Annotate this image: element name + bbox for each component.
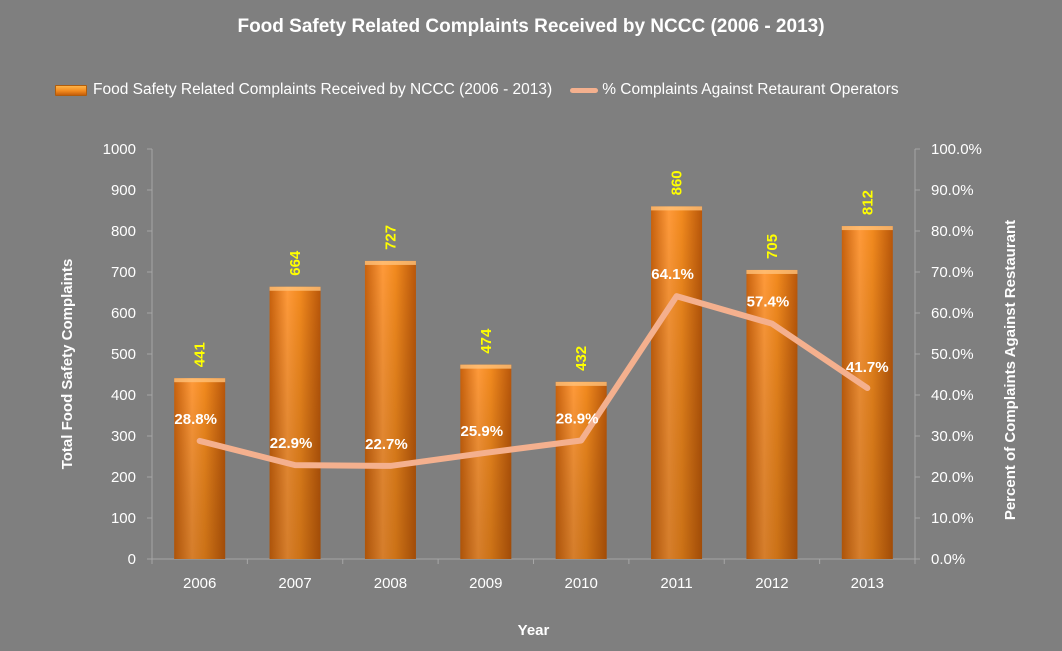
bar-top (555, 381, 607, 386)
y2-tick-label: 10.0% (931, 510, 974, 527)
bar-value-label: 432 (573, 346, 590, 371)
y2-tick-label: 80.0% (931, 223, 974, 240)
y-tick-label: 900 (111, 182, 136, 199)
y-tick-label: 700 (111, 264, 136, 281)
legend-line-label: % Complaints Against Retaurant Operators (602, 81, 899, 98)
bar-value-label: 474 (478, 328, 495, 354)
y2-tick-label: 100.0% (931, 141, 982, 158)
x-tick-label: 2012 (755, 575, 788, 592)
bar-value-label: 441 (192, 342, 209, 367)
bar-shade (651, 206, 703, 559)
bar-top (460, 364, 512, 369)
x-tick-label: 2013 (851, 575, 884, 592)
line-series (196, 293, 871, 469)
bar-shade (174, 378, 226, 559)
y2-tick-label: 20.0% (931, 469, 974, 486)
line-value-label: 25.9% (461, 423, 504, 440)
y-tick-label: 1000 (103, 141, 136, 158)
line-value-label: 22.9% (270, 435, 313, 452)
legend-bar-swatch (55, 84, 87, 96)
bar-value-label: 860 (669, 170, 686, 195)
x-tick-label: 2009 (469, 575, 502, 592)
x-tick-label: 2010 (565, 575, 598, 592)
y2-tick-label: 0.0% (931, 551, 965, 568)
y2-tick-label: 90.0% (931, 182, 974, 199)
bar-top (841, 226, 893, 231)
x-axis-title: Year (518, 622, 550, 639)
x-tick-label: 2006 (183, 575, 216, 592)
bar-value-label: 664 (287, 250, 304, 276)
bar-shade (746, 269, 798, 559)
bar-value-label: 705 (764, 234, 781, 259)
y2-tick-label: 40.0% (931, 387, 974, 404)
y-axis-title: Total Food Safety Complaints (59, 259, 76, 470)
legend: Food Safety Related Complaints Received … (55, 80, 899, 100)
x-tick-label: 2008 (374, 575, 407, 592)
y-tick-label: 0 (128, 551, 136, 568)
bar-shade (460, 364, 512, 559)
bar-top (269, 286, 321, 291)
y-tick-label: 800 (111, 223, 136, 240)
y-tick-label: 500 (111, 346, 136, 363)
bar-value-label: 727 (382, 225, 399, 250)
y-tick-label: 600 (111, 305, 136, 322)
legend-line-swatch (570, 87, 599, 93)
bar-top (364, 260, 416, 265)
y-tick-label: 300 (111, 428, 136, 445)
bar-shade (269, 286, 321, 559)
y2-tick-label: 50.0% (931, 346, 974, 363)
y-tick-label: 100 (111, 510, 136, 527)
bar-top (746, 269, 798, 274)
legend-bar-label: Food Safety Related Complaints Received … (93, 81, 553, 98)
x-tick-label: 2011 (660, 575, 692, 592)
y-tick-label: 400 (111, 387, 136, 404)
line-value-label: 28.9% (556, 411, 599, 428)
line-value-label: 41.7% (846, 359, 889, 376)
bar-shade (364, 260, 416, 559)
y2-tick-label: 30.0% (931, 428, 974, 445)
line-value-label: 64.1% (651, 266, 694, 283)
y2-tick-label: 70.0% (931, 264, 974, 281)
line-value-label: 57.4% (747, 294, 790, 311)
chart-title: Food Safety Related Complaints Received … (237, 16, 825, 37)
x-tick-label: 2007 (278, 575, 311, 592)
y2-tick-label: 60.0% (931, 305, 974, 322)
line-value-label: 22.7% (365, 436, 408, 453)
y2-axis-title: Percent of Complaints Against Restaurant (1002, 220, 1019, 520)
bar-top (651, 206, 703, 211)
line-value-label: 28.8% (174, 411, 217, 428)
bar-top (174, 378, 226, 383)
y-tick-label: 200 (111, 469, 136, 486)
bar-value-label: 812 (859, 190, 876, 215)
bar-shade (841, 226, 893, 559)
